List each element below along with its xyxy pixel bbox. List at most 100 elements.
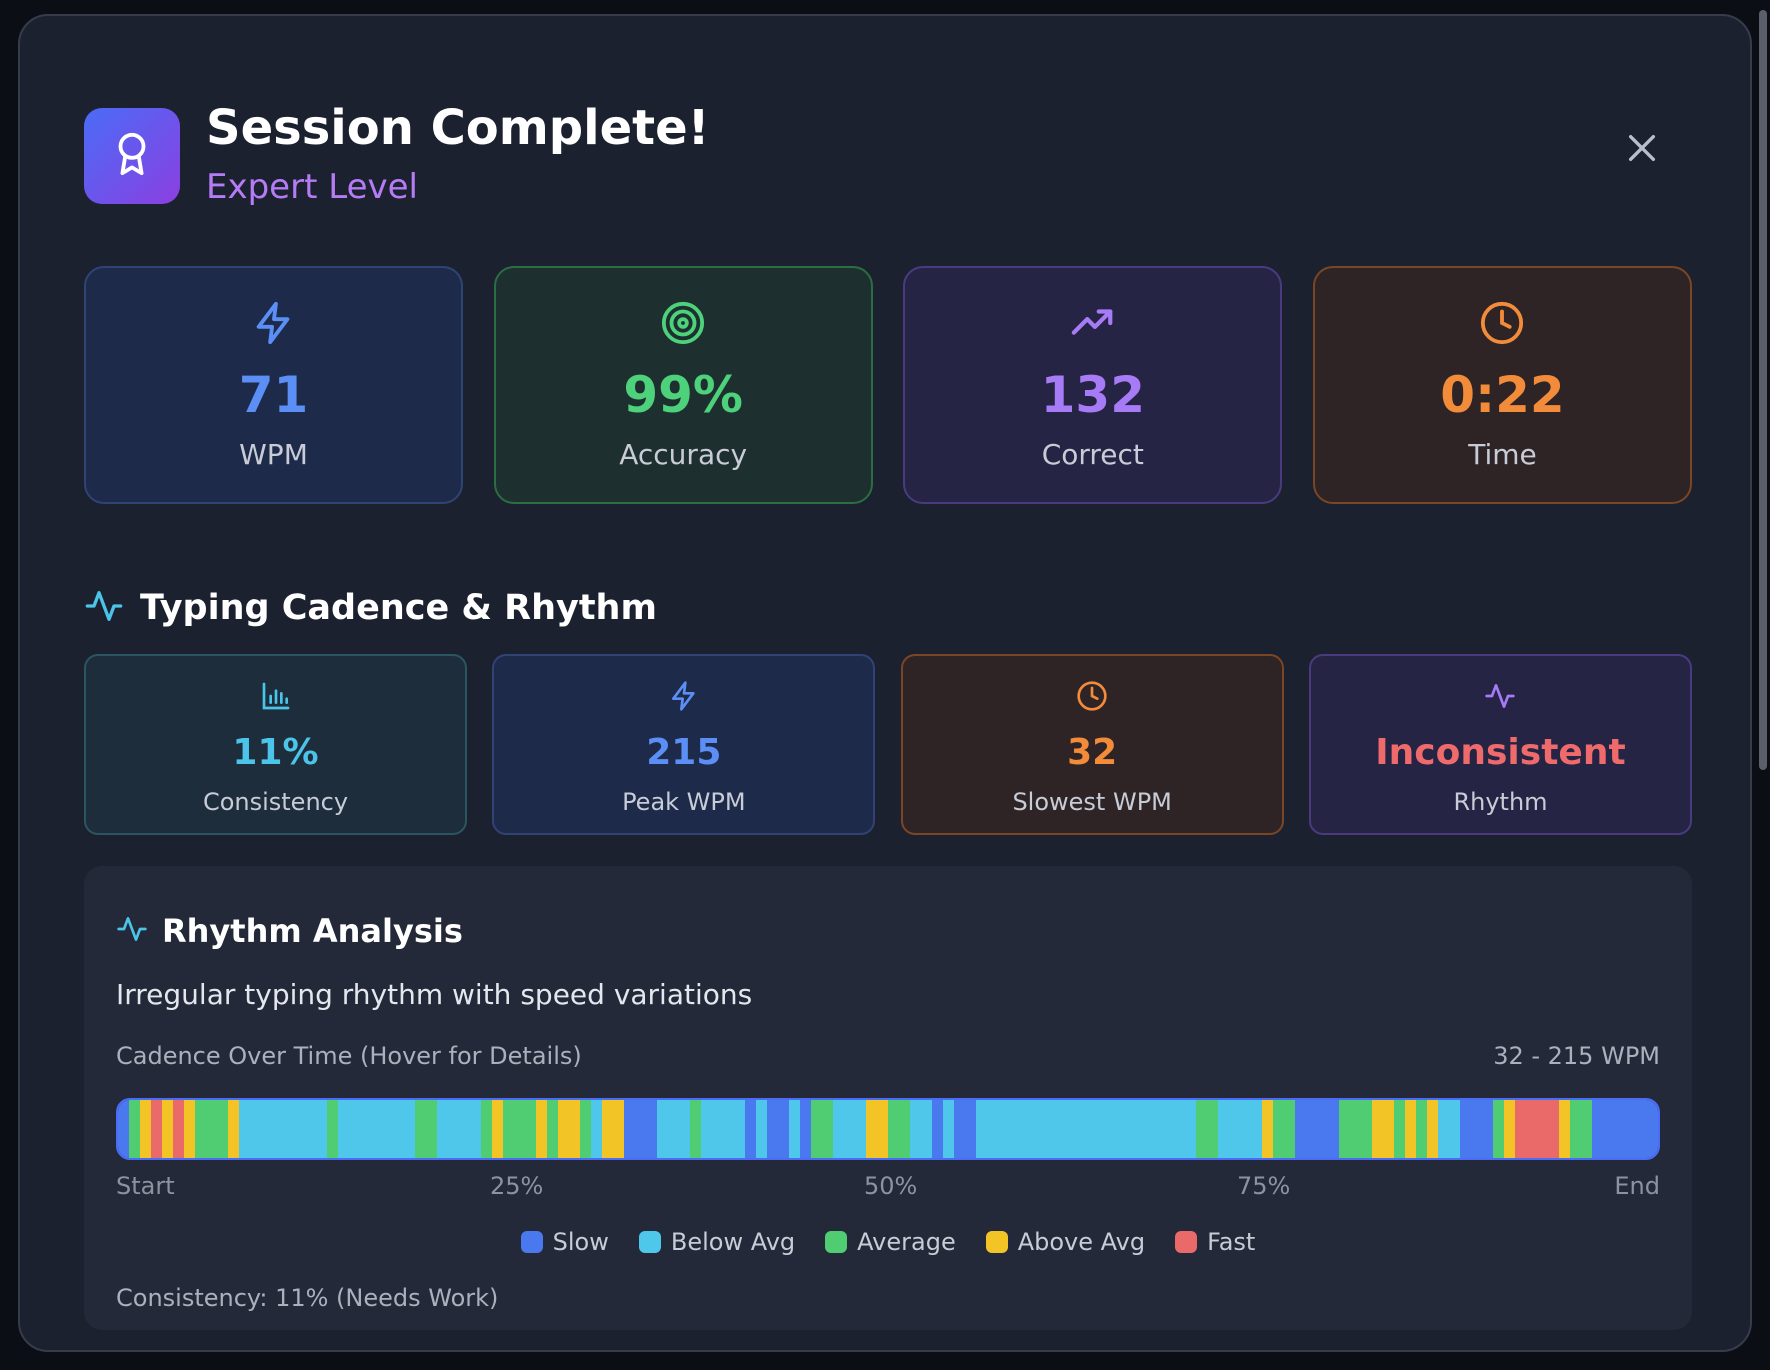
cadence-segment-below-avg[interactable] [1075,1100,1086,1158]
cadence-segment-below-avg[interactable] [470,1100,481,1158]
cadence-segment-above-avg[interactable] [569,1100,580,1158]
cadence-segment-below-avg[interactable] [591,1100,602,1158]
cadence-segment-fast[interactable] [1515,1100,1526,1158]
cadence-segment-below-avg[interactable] [1119,1100,1130,1158]
cadence-segment-average[interactable] [822,1100,833,1158]
cadence-segment-slow[interactable] [778,1100,789,1158]
cadence-segment-average[interactable] [1361,1100,1372,1158]
cadence-segment-average[interactable] [129,1100,140,1158]
cadence-segment-below-avg[interactable] [1042,1100,1053,1158]
cadence-segment-below-avg[interactable] [338,1100,349,1158]
cadence-segment-below-avg[interactable] [987,1100,998,1158]
cadence-segment-below-avg[interactable] [1031,1100,1042,1158]
cadence-segment-below-avg[interactable] [712,1100,723,1158]
cadence-segment-slow[interactable] [646,1100,657,1158]
cadence-segment-slow[interactable] [800,1100,811,1158]
cadence-segment-average[interactable] [1196,1100,1207,1158]
cadence-segment-slow[interactable] [965,1100,976,1158]
cadence-segment-average[interactable] [426,1100,437,1158]
cadence-segment-average[interactable] [811,1100,822,1158]
cadence-segment-average[interactable] [690,1100,701,1158]
cadence-segment-slow[interactable] [624,1100,635,1158]
cadence-segment-above-avg[interactable] [877,1100,888,1158]
cadence-segment-above-avg[interactable] [558,1100,569,1158]
cadence-segment-fast[interactable] [151,1100,162,1158]
cadence-segment-average[interactable] [206,1100,217,1158]
cadence-segment-above-avg[interactable] [1427,1100,1438,1158]
cadence-segment-average[interactable] [1581,1100,1592,1158]
cadence-timeline[interactable] [116,1098,1660,1160]
cadence-segment-average[interactable] [525,1100,536,1158]
cadence-segment-below-avg[interactable] [1438,1100,1449,1158]
scrollbar[interactable] [1758,10,1768,1360]
cadence-segment-below-avg[interactable] [1185,1100,1196,1158]
cadence-segment-fast[interactable] [1526,1100,1537,1158]
cadence-segment-average[interactable] [899,1100,910,1158]
cadence-segment-average[interactable] [481,1100,492,1158]
cadence-segment-below-avg[interactable] [657,1100,668,1158]
cadence-segment-below-avg[interactable] [910,1100,921,1158]
cadence-segment-below-avg[interactable] [1174,1100,1185,1158]
cadence-segment-average[interactable] [514,1100,525,1158]
cadence-segment-average[interactable] [1416,1100,1427,1158]
cadence-segment-average[interactable] [580,1100,591,1158]
cadence-segment-below-avg[interactable] [459,1100,470,1158]
cadence-segment-slow[interactable] [1460,1100,1471,1158]
cadence-segment-slow[interactable] [118,1100,129,1158]
cadence-segment-below-avg[interactable] [723,1100,734,1158]
cadence-segment-below-avg[interactable] [250,1100,261,1158]
cadence-segment-below-avg[interactable] [404,1100,415,1158]
cadence-segment-below-avg[interactable] [316,1100,327,1158]
cadence-segment-above-avg[interactable] [613,1100,624,1158]
cadence-segment-average[interactable] [1339,1100,1350,1158]
cadence-segment-average[interactable] [1350,1100,1361,1158]
cadence-segment-slow[interactable] [954,1100,965,1158]
cadence-segment-below-avg[interactable] [437,1100,448,1158]
cadence-segment-below-avg[interactable] [756,1100,767,1158]
cadence-segment-below-avg[interactable] [833,1100,844,1158]
cadence-segment-fast[interactable] [173,1100,184,1158]
cadence-segment-below-avg[interactable] [261,1100,272,1158]
cadence-segment-slow[interactable] [1603,1100,1614,1158]
cadence-segment-above-avg[interactable] [1504,1100,1515,1158]
cadence-segment-above-avg[interactable] [1262,1100,1273,1158]
cadence-segment-below-avg[interactable] [448,1100,459,1158]
cadence-segment-below-avg[interactable] [239,1100,250,1158]
cadence-segment-fast[interactable] [1548,1100,1559,1158]
cadence-segment-below-avg[interactable] [921,1100,932,1158]
cadence-segment-below-avg[interactable] [371,1100,382,1158]
cadence-segment-above-avg[interactable] [1559,1100,1570,1158]
cadence-segment-below-avg[interactable] [679,1100,690,1158]
cadence-segment-slow[interactable] [1295,1100,1306,1158]
cadence-segment-below-avg[interactable] [393,1100,404,1158]
cadence-segment-below-avg[interactable] [976,1100,987,1158]
close-button[interactable] [1622,130,1662,170]
cadence-segment-slow[interactable] [1625,1100,1636,1158]
cadence-segment-above-avg[interactable] [1405,1100,1416,1158]
cadence-segment-average[interactable] [415,1100,426,1158]
cadence-segment-above-avg[interactable] [1383,1100,1394,1158]
cadence-segment-below-avg[interactable] [294,1100,305,1158]
cadence-segment-below-avg[interactable] [1097,1100,1108,1158]
cadence-segment-average[interactable] [888,1100,899,1158]
cadence-segment-below-avg[interactable] [360,1100,371,1158]
cadence-segment-below-avg[interactable] [349,1100,360,1158]
scrollbar-thumb[interactable] [1759,10,1767,770]
cadence-segment-slow[interactable] [1592,1100,1603,1158]
cadence-segment-below-avg[interactable] [305,1100,316,1158]
cadence-segment-slow[interactable] [1636,1100,1647,1158]
cadence-segment-slow[interactable] [1317,1100,1328,1158]
cadence-segment-below-avg[interactable] [1053,1100,1064,1158]
cadence-segment-slow[interactable] [1471,1100,1482,1158]
cadence-segment-below-avg[interactable] [1229,1100,1240,1158]
cadence-segment-above-avg[interactable] [184,1100,195,1158]
cadence-segment-slow[interactable] [635,1100,646,1158]
cadence-segment-above-avg[interactable] [1372,1100,1383,1158]
cadence-segment-below-avg[interactable] [272,1100,283,1158]
cadence-segment-slow[interactable] [745,1100,756,1158]
cadence-segment-above-avg[interactable] [866,1100,877,1158]
cadence-segment-below-avg[interactable] [1086,1100,1097,1158]
cadence-segment-above-avg[interactable] [492,1100,503,1158]
cadence-segment-below-avg[interactable] [998,1100,1009,1158]
cadence-segment-average[interactable] [1394,1100,1405,1158]
